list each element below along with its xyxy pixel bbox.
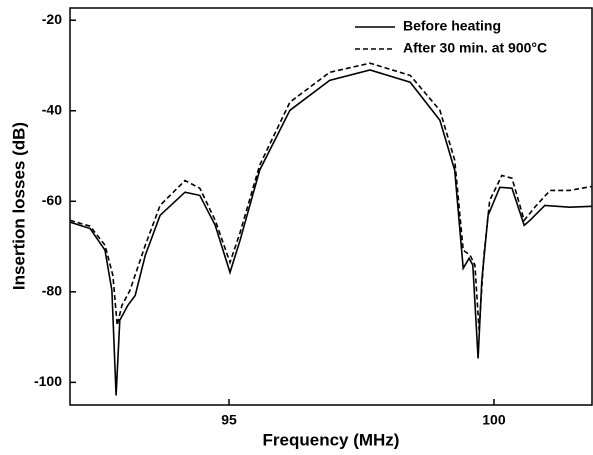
plot-frame (69, 7, 593, 406)
y-tick-label: -20 (42, 11, 62, 27)
x-axis-title: Frequency (MHz) (263, 430, 400, 449)
x-tick-label: 95 (221, 412, 237, 428)
y-tick-label: -40 (42, 101, 62, 117)
series-line (70, 62, 592, 331)
legend-label: Before heating (403, 18, 501, 34)
y-axis-title: Insertion losses (dB) (9, 122, 28, 290)
legend-label: After 30 min. at 900°C (403, 40, 547, 56)
y-tick-label: -100 (34, 373, 62, 389)
series-line (70, 69, 592, 396)
y-tick-label: -80 (42, 283, 62, 299)
y-tick-label: -60 (42, 192, 62, 208)
x-tick-label: 100 (482, 412, 506, 428)
